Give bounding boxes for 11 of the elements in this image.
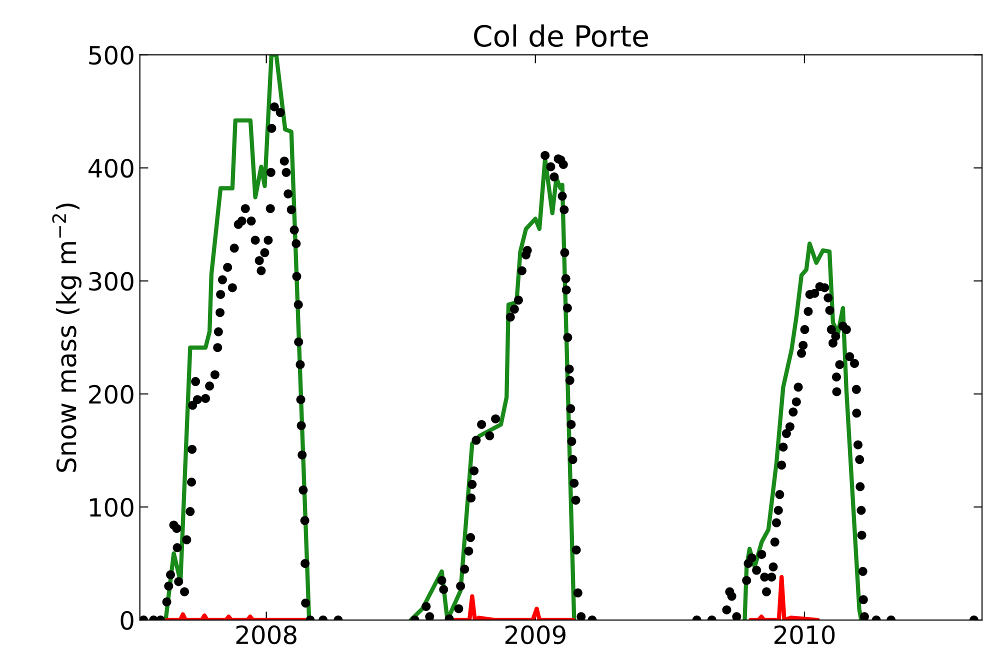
y-tick-label: 100: [90, 498, 134, 517]
y-tick-label: 500: [89, 46, 134, 65]
y-tick-label: 400: [88, 158, 134, 178]
y-tick-label: 200: [89, 384, 134, 404]
x-tick-label: 2009: [505, 625, 566, 644]
chart-title: Col de Porte: [474, 24, 648, 47]
x-tick-label: 2010: [774, 625, 835, 644]
y-tick-label: 0: [120, 610, 134, 630]
y-tick-label: 300: [89, 272, 134, 291]
y-axis-title: Snow mass (kg m$^{−2}$): [52, 204, 82, 472]
x-tick-label: 2008: [236, 625, 296, 644]
